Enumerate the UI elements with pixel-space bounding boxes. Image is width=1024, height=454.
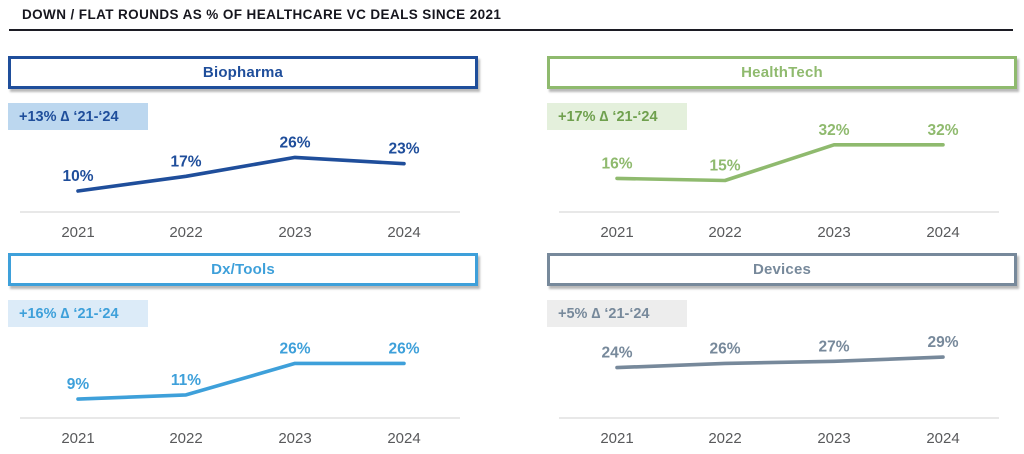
data-label: 11% [171,372,201,389]
data-label: 26% [388,340,419,357]
data-label: 16% [601,155,632,172]
data-label: 15% [709,158,740,175]
data-label: 23% [388,141,419,158]
data-label: 9% [67,376,90,393]
panel-header: HealthTech [547,56,1017,89]
x-axis-label: 2023 [278,430,311,447]
x-axis-label: 2022 [169,224,202,241]
delta-badge: +5% ∆ ‘21-‘24 [547,300,687,327]
data-label: 24% [601,345,632,362]
panel-title: Devices [752,261,812,278]
panel-dxtools: Dx/Tools +16% ∆ ‘21-‘24 9% 2021 11% 2022 26%… [8,253,478,453]
data-label: 10% [62,168,93,185]
title-underline [9,29,1013,31]
x-axis-label: 2021 [61,430,94,447]
panel-title: Biopharma [202,64,284,81]
delta-badge: +16% ∆ ‘21-‘24 [8,300,148,327]
data-label: 27% [818,338,849,355]
data-label: 17% [170,153,201,170]
panel-title: HealthTech [741,64,823,81]
delta-badge: +17% ∆ ‘21-‘24 [547,103,687,130]
data-label: 26% [279,340,310,357]
data-label: 29% [927,334,958,351]
x-axis-label: 2022 [169,430,202,447]
x-axis-label: 2024 [926,430,959,447]
x-axis-label: 2024 [387,224,420,241]
panel-healthtech: HealthTech +17% ∆ ‘21-‘24 16% 2021 15% 2022… [547,56,1017,256]
x-axis-label: 2023 [817,430,850,447]
panel-header: Devices [547,253,1017,286]
trend-line [615,355,945,370]
panel-header: Biopharma [8,56,478,89]
panel-biopharma: Biopharma +13% ∆ ‘21-‘24 10% 2021 17% 2022 2… [8,56,478,256]
x-axis-label: 2021 [600,224,633,241]
line-chart-healthtech: 16% 2021 15% 2022 32% 2023 32% 2024 [559,122,999,241]
trend-line [615,142,945,183]
page-title: DOWN / FLAT ROUNDS AS % OF HEALTHCARE VC… [22,7,502,22]
panel-header: Dx/Tools [8,253,478,286]
x-axis-label: 2021 [61,224,94,241]
panel-title: Dx/Tools [211,261,275,278]
x-axis-label: 2021 [600,430,633,447]
trend-line [76,361,406,401]
x-axis-label: 2024 [387,430,420,447]
x-axis-label: 2022 [708,224,741,241]
panel-devices: Devices +5% ∆ ‘21-‘24 24% 2021 26% 2022 27% 2… [547,253,1017,453]
x-axis-label: 2022 [708,430,741,447]
line-chart-biopharma: 10% 2021 17% 2022 26% 2023 23% 2024 [20,134,460,241]
trend-line [76,155,406,193]
data-label: 26% [709,340,740,357]
x-axis-label: 2023 [817,224,850,241]
delta-badge: +13% ∆ ‘21-‘24 [8,103,148,130]
x-axis-label: 2024 [926,224,959,241]
data-label: 32% [818,122,849,139]
data-label: 26% [279,134,310,151]
line-chart-dxtools: 9% 2021 11% 2022 26% 2023 26% 2024 [20,340,460,447]
x-axis-label: 2023 [278,224,311,241]
line-chart-devices: 24% 2021 26% 2022 27% 2023 29% 2024 [559,334,999,447]
data-label: 32% [927,122,958,139]
